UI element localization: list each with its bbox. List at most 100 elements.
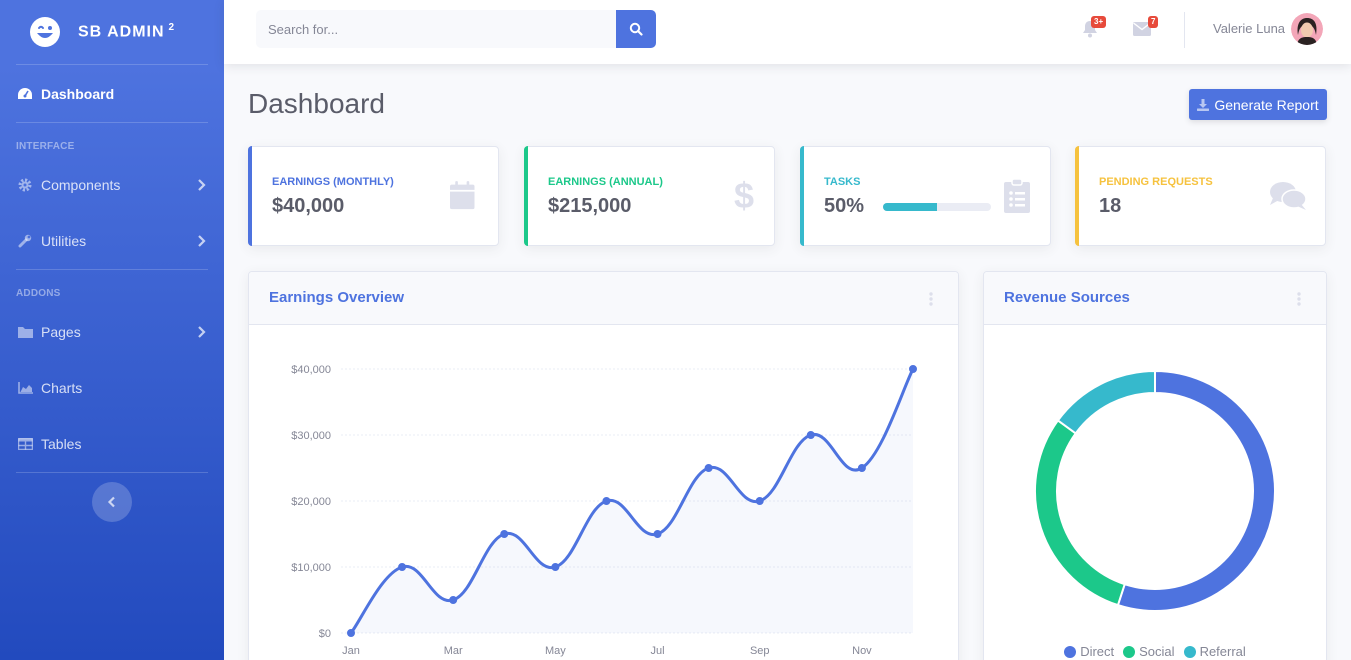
card-accent-bar — [248, 146, 252, 246]
user-name[interactable]: Valerie Luna — [1213, 21, 1286, 36]
stat-card-earnings-annual: Earnings (Annual) $215,000 $ — [524, 146, 775, 246]
page-title: Dashboard — [248, 88, 385, 119]
sidebar-item-label: Utilities — [41, 233, 87, 249]
panel-header: Earnings Overview — [249, 272, 958, 325]
sidebar-item-label: Tables — [41, 436, 82, 452]
data-point[interactable] — [909, 365, 917, 373]
laugh-wink-icon — [30, 17, 60, 47]
sidebar-heading-interface: Interface — [16, 141, 75, 152]
legend-dot-icon — [1064, 645, 1077, 658]
y-tick-label: $20,000 — [291, 496, 331, 508]
dollar-icon: $ — [734, 179, 754, 213]
search-icon — [629, 22, 643, 36]
donut-slice-direct[interactable] — [1116, 369, 1276, 612]
data-point[interactable] — [806, 431, 815, 439]
earnings-overview-panel: Earnings Overview $0 $10,000 $20,000 $30,00… — [248, 271, 959, 660]
messages-dropdown[interactable]: 7 — [1132, 16, 1159, 42]
data-point[interactable] — [347, 629, 355, 637]
x-tick-label: Jul — [651, 645, 665, 657]
legend-label: Direct — [1080, 644, 1115, 659]
alerts-badge: 3+ — [1091, 16, 1107, 28]
legend-item-social: Social — [1123, 644, 1175, 659]
sidebar-brand[interactable]: SB ADMIN 2 — [0, 0, 224, 64]
download-icon — [1197, 98, 1210, 111]
svg-text:$: $ — [734, 179, 754, 213]
messages-badge: 7 — [1148, 16, 1159, 28]
data-point[interactable] — [449, 596, 458, 604]
sidebar-divider — [16, 269, 208, 270]
stat-card-tasks: Tasks 50% — [800, 146, 1051, 246]
data-point[interactable] — [653, 530, 662, 538]
sidebar-item-charts[interactable]: Charts — [0, 360, 224, 416]
stat-value: $40,000 — [272, 195, 345, 217]
legend-label: Social — [1139, 644, 1175, 659]
search-button[interactable] — [616, 10, 656, 48]
sidebar-item-label: Components — [41, 177, 121, 193]
sidebar-item-components[interactable]: Components — [0, 157, 224, 213]
stat-label: Tasks — [824, 176, 861, 188]
table-icon — [17, 436, 33, 452]
more-options-icon[interactable] — [1296, 291, 1302, 307]
stat-label: Earnings (Monthly) — [272, 176, 394, 188]
chart-area-icon — [17, 380, 33, 396]
search-input[interactable] — [256, 10, 616, 48]
donut-slice-referral[interactable] — [1056, 369, 1156, 435]
sidebar-toggle-button[interactable] — [92, 482, 132, 522]
sidebar-item-pages[interactable]: Pages — [0, 304, 224, 360]
data-point[interactable] — [857, 464, 866, 472]
stat-label: Pending Requests — [1099, 176, 1213, 188]
topbar-divider — [1184, 12, 1185, 48]
tachometer-icon — [17, 86, 33, 102]
card-accent-bar — [800, 146, 804, 246]
data-point[interactable] — [602, 497, 611, 505]
x-tick-label: Mar — [444, 645, 463, 657]
chevron-right-icon — [198, 235, 206, 247]
data-point[interactable] — [755, 497, 764, 505]
revenue-donut-chart — [1034, 369, 1276, 612]
alerts-dropdown[interactable]: 3+ — [1080, 16, 1107, 42]
donut-slice-social[interactable] — [1034, 419, 1126, 607]
x-tick-label: Jan — [342, 645, 360, 657]
stat-value: 50% — [824, 195, 865, 217]
stat-label: Earnings (Annual) — [548, 176, 663, 188]
sidebar-item-dashboard[interactable]: Dashboard — [0, 65, 224, 122]
avatar[interactable] — [1291, 13, 1323, 45]
panel-title: Revenue Sources — [1004, 289, 1130, 306]
sidebar-item-label: Dashboard — [41, 85, 115, 102]
y-tick-label: $30,000 — [291, 430, 331, 442]
data-point[interactable] — [500, 530, 509, 538]
y-tick-label: $10,000 — [291, 562, 331, 574]
gear-icon — [17, 177, 33, 193]
revenue-sources-panel: Revenue Sources Direct Social Referral — [983, 271, 1327, 660]
generate-report-label: Generate Report — [1214, 96, 1319, 113]
data-point[interactable] — [398, 563, 407, 571]
legend-label: Referral — [1199, 644, 1246, 659]
legend-dot-icon — [1123, 645, 1136, 658]
legend-item-referral: Referral — [1183, 644, 1246, 659]
data-point[interactable] — [551, 563, 560, 571]
legend-item-direct: Direct — [1064, 644, 1114, 659]
sidebar-item-utilities[interactable]: Utilities — [0, 213, 224, 269]
wrench-icon — [17, 233, 33, 249]
folder-icon — [17, 324, 33, 340]
sidebar-item-tables[interactable]: Tables — [0, 416, 224, 472]
area-fill — [351, 369, 913, 633]
card-accent-bar — [524, 146, 528, 246]
data-point[interactable] — [704, 464, 713, 472]
stat-card-pending-requests: Pending Requests 18 — [1075, 146, 1326, 246]
series-line — [349, 368, 915, 634]
more-options-icon[interactable] — [928, 291, 934, 307]
sidebar-heading-addons: Addons — [16, 288, 61, 299]
generate-report-button[interactable]: Generate Report — [1189, 89, 1327, 120]
comments-icon — [1270, 182, 1307, 210]
sidebar-divider — [16, 122, 208, 123]
stat-value: $215,000 — [548, 195, 632, 217]
topbar: 3+ 7 Valerie Luna — [224, 0, 1351, 64]
x-tick-label: Sep — [750, 645, 770, 657]
panel-title: Earnings Overview — [269, 289, 405, 306]
x-tick-label: May — [545, 645, 566, 657]
chart-legend: Direct Social Referral — [984, 644, 1326, 659]
chevron-right-icon — [198, 179, 206, 191]
y-tick-label: $40,000 — [291, 364, 331, 376]
clipboard-list-icon — [1004, 179, 1030, 213]
